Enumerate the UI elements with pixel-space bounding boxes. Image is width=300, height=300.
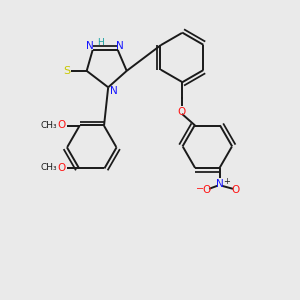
Text: S: S [63, 66, 70, 76]
Text: CH₃: CH₃ [40, 121, 57, 130]
Text: O: O [58, 163, 66, 172]
Text: O: O [232, 185, 240, 195]
Text: H: H [97, 38, 104, 47]
Text: O: O [178, 107, 186, 117]
Text: N: N [216, 179, 224, 189]
Text: N: N [86, 41, 94, 51]
Text: N: N [110, 86, 118, 96]
Text: O: O [202, 185, 210, 195]
Text: N: N [116, 41, 124, 51]
Text: O: O [58, 120, 66, 130]
Text: −: − [196, 184, 204, 194]
Text: CH₃: CH₃ [40, 163, 57, 172]
Text: +: + [223, 177, 230, 186]
